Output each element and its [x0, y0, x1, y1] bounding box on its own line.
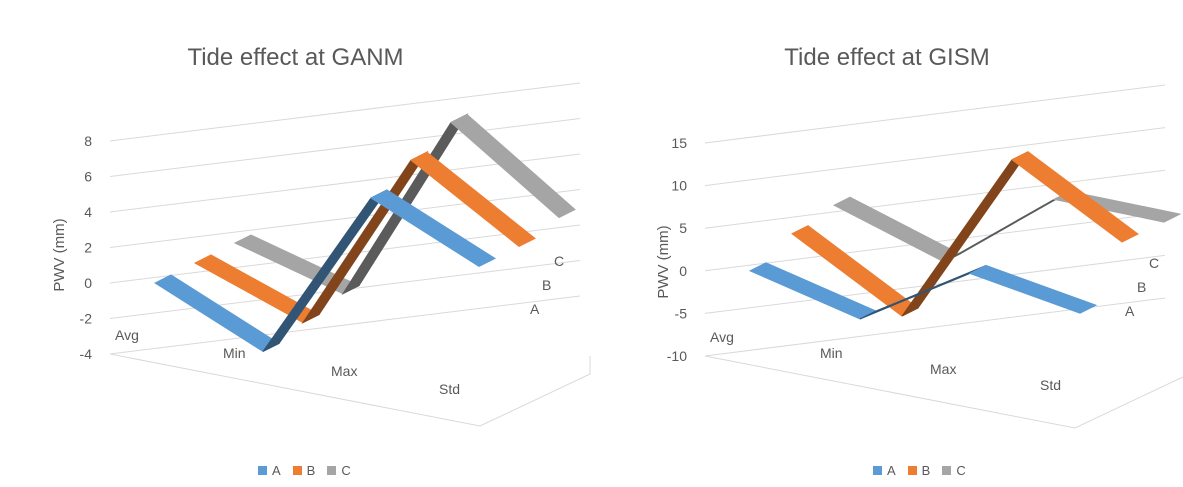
y-tick-label: 10: [671, 178, 687, 194]
series-A-segment: [968, 264, 1098, 314]
gridline: [704, 297, 1166, 357]
legend-label: C: [956, 463, 966, 478]
chart-gism: -10 -5 0 5 10 15 PWV (mm) Avg Min Max Std ABC: [655, 84, 1183, 429]
legend-item-C: C: [942, 463, 966, 478]
legend-label: A: [272, 463, 281, 478]
y-tick-label: 6: [84, 169, 92, 185]
legend-label: B: [306, 463, 316, 478]
chart-ganm: -4 -2 0 2 4 6 8 PWV (mm) Avg Min Max Std ABC: [51, 82, 591, 427]
y-tick-label: 0: [679, 263, 687, 279]
gridline: [704, 84, 1166, 144]
depth-axis-label: A: [530, 301, 540, 317]
depth-axis-label: A: [1125, 303, 1135, 319]
gridline: [109, 118, 581, 177]
gridline: [704, 127, 1166, 187]
y-tick-label: -10: [667, 348, 687, 364]
chart-legend: A B C: [258, 463, 351, 478]
legend-label: B: [921, 463, 931, 478]
legend-swatch: [873, 466, 882, 475]
legend-item-A: A: [873, 463, 896, 478]
x-category-label: Std: [439, 381, 460, 397]
legend-item-C: C: [327, 463, 351, 478]
x-category-label: Std: [1040, 377, 1061, 393]
legend-swatch: [327, 466, 337, 475]
legend-item-B: B: [292, 463, 316, 478]
legend-label: C: [341, 463, 351, 478]
legend-label: A: [887, 463, 896, 478]
floor-outline: [704, 355, 1183, 429]
gridline: [109, 224, 581, 284]
series-B-segment: [410, 151, 536, 247]
legend-item-A: A: [258, 463, 281, 478]
x-category-label: Avg: [710, 329, 734, 345]
gridline: [109, 189, 581, 248]
y-tick-label: -2: [80, 311, 93, 327]
y-tick-label: 15: [671, 135, 687, 151]
y-tick-label: 0: [84, 275, 92, 291]
gridline: [704, 169, 1166, 229]
series-B-segment: [1011, 151, 1139, 243]
series-C-segment: [450, 113, 576, 219]
depth-axis-label: C: [1149, 255, 1159, 271]
depth-axis-label: C: [554, 253, 564, 269]
gridline: [109, 295, 581, 355]
chart-title: Tide effect at GISM: [784, 44, 990, 71]
x-category-label: Max: [930, 361, 956, 377]
legend-swatch: [292, 466, 302, 475]
depth-axis-label: B: [542, 277, 551, 293]
floor-outline: [109, 353, 591, 427]
x-category-label: Avg: [115, 327, 139, 343]
y-tick-label: 2: [84, 240, 92, 256]
gridline: [109, 82, 581, 142]
y-tick-label: -5: [675, 305, 688, 321]
y-axis-title: PWV (mm): [51, 218, 68, 291]
series-A-segment: [369, 189, 497, 267]
chart-title: Tide effect at GANM: [187, 44, 404, 71]
legend-item-B: B: [907, 463, 931, 478]
legend-swatch: [258, 466, 267, 475]
y-tick-label: 4: [84, 204, 92, 220]
legend-swatch: [942, 466, 952, 475]
chart-panel-ganm: Tide effect at GANM -4 -2 0 2 4 6 8 PWV (mm) Avg…: [0, 0, 591, 487]
series-B-segment: [301, 150, 429, 324]
chart-panel-gism: Tide effect at GISM -10 -5 0 5 10 15 PWV (mm) A…: [591, 0, 1183, 487]
y-tick-label: 8: [84, 133, 92, 149]
legend-swatch: [907, 466, 917, 475]
x-category-label: Min: [820, 345, 843, 361]
y-tick-label: -4: [80, 346, 93, 362]
depth-axis-label: B: [1137, 279, 1146, 295]
chart-legend: A B C: [873, 463, 966, 478]
y-tick-label: 5: [679, 220, 687, 236]
x-category-label: Max: [331, 363, 357, 379]
x-category-label: Min: [223, 345, 246, 361]
y-axis-title: PWV (mm): [655, 225, 672, 298]
